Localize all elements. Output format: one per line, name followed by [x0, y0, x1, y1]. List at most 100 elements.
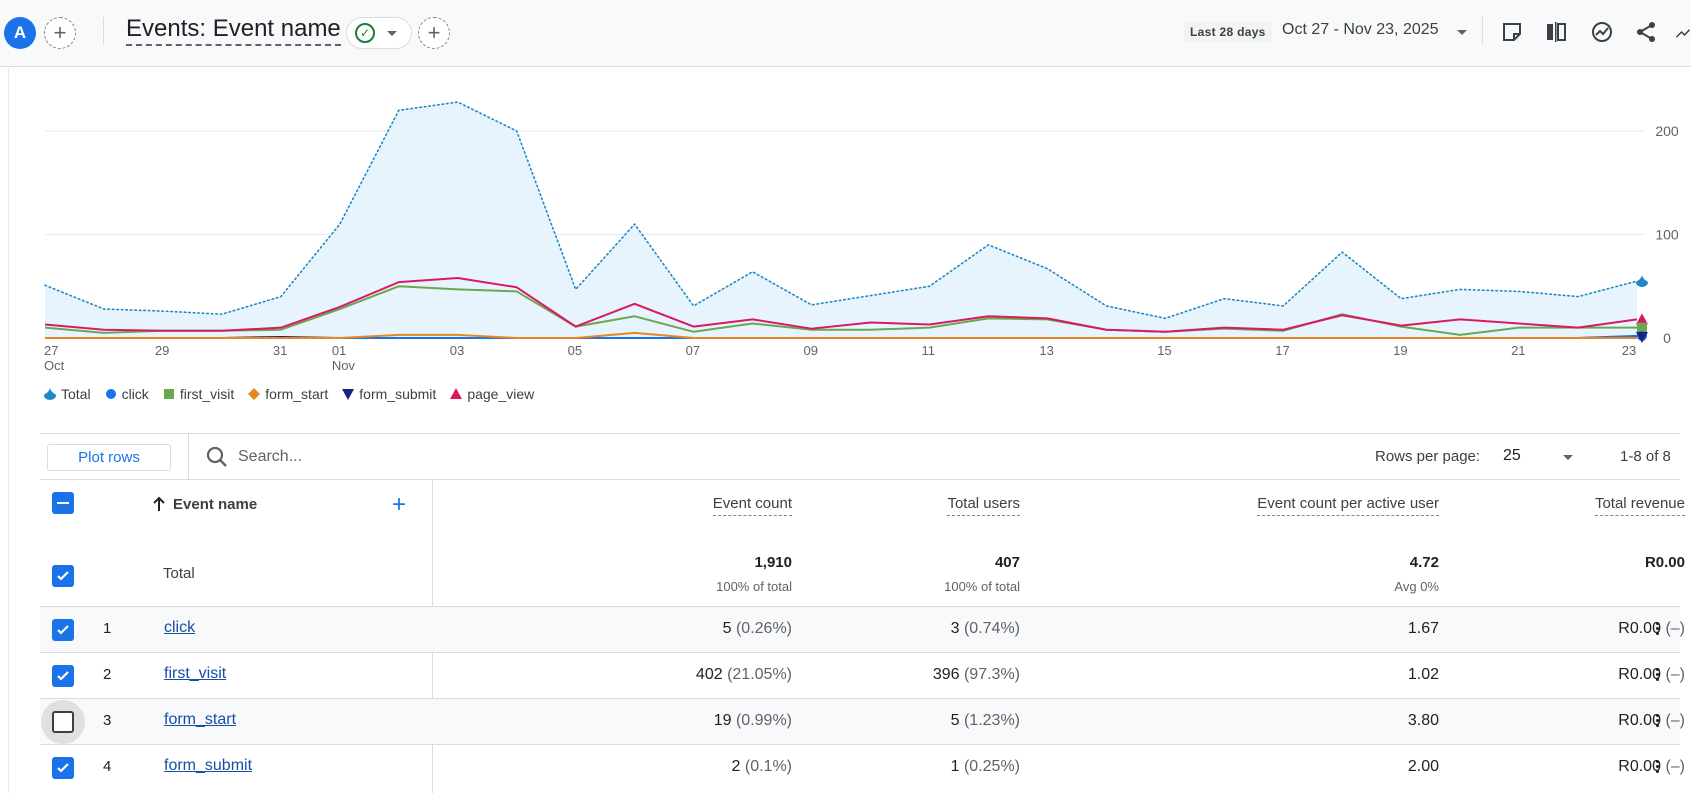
x-tick-label: 03	[450, 343, 464, 358]
legend-item[interactable]: Total	[44, 386, 91, 402]
event-count-percent: (21.05%)	[727, 666, 792, 683]
event-count-value: 2	[731, 758, 741, 775]
panel-edge	[8, 68, 9, 793]
page-title[interactable]: Events: Event name	[126, 15, 341, 46]
revenue-value: R0.00	[1618, 712, 1661, 729]
per-user-cell: 1.02	[1407, 666, 1439, 683]
table-row[interactable]: 2 first_visit 402 (21.05%) 396 (97.3%) 1…	[40, 652, 1685, 698]
add-dimension-button[interactable]: +	[392, 491, 407, 518]
series-end-marker[interactable]	[1636, 313, 1648, 325]
total-users-value: 3	[950, 620, 960, 637]
column-header-event-name[interactable]: Event name	[173, 496, 258, 513]
series-end-marker[interactable]	[1636, 331, 1648, 343]
event-name-link[interactable]: first_visit	[164, 665, 227, 682]
legend-item[interactable]: form_submit	[342, 386, 436, 402]
total-checkbox[interactable]	[52, 565, 74, 587]
add-filter-button[interactable]: +	[418, 17, 450, 49]
total-users-percent: (1.23%)	[963, 712, 1020, 729]
row-checkbox[interactable]	[52, 619, 74, 641]
total-per-user-sub: Avg 0%	[1394, 579, 1439, 594]
share-icon[interactable]	[1632, 18, 1660, 46]
x-tick-label: 09	[804, 343, 818, 358]
event-name-link[interactable]: click	[164, 619, 196, 636]
more-vert-icon[interactable]	[1656, 760, 1660, 773]
legend-item[interactable]: form_start	[248, 386, 328, 402]
event-count-cell: 5 (0.26%)	[723, 620, 792, 638]
event-count-value: 5	[722, 620, 732, 637]
select-all-checkbox[interactable]	[52, 492, 74, 514]
plot-rows-button[interactable]: Plot rows	[47, 444, 171, 471]
row-index: 1	[103, 620, 112, 637]
trend-icon[interactable]	[1675, 18, 1691, 46]
divider	[188, 434, 189, 480]
x-tick-label: 27	[44, 343, 58, 358]
total-per-user: 4.72	[1409, 554, 1439, 571]
revenue-value: R0.00	[1618, 620, 1661, 637]
compare-icon[interactable]	[1542, 18, 1570, 46]
revenue-cell: R0.00 (–)	[1618, 620, 1685, 638]
per-user-cell: 1.67	[1407, 620, 1439, 637]
more-vert-icon[interactable]	[1656, 714, 1660, 727]
column-header-event-count-per-user[interactable]: Event count per active user	[1257, 495, 1439, 516]
chevron-down-icon[interactable]	[1563, 455, 1573, 460]
row-index: 2	[103, 666, 112, 683]
event-count-cell: 19 (0.99%)	[714, 712, 792, 730]
row-index: 4	[103, 758, 112, 775]
legend-item[interactable]: first_visit	[163, 386, 234, 402]
avatar[interactable]: A	[4, 17, 36, 49]
revenue-value: R0.00	[1618, 758, 1661, 775]
column-header-event-count[interactable]: Event count	[712, 495, 792, 516]
column-header-total-users[interactable]: Total users	[947, 495, 1020, 516]
insights-icon[interactable]	[1588, 18, 1616, 46]
x-tick-label: 29	[155, 343, 169, 358]
rows-per-page-select[interactable]: 25	[1503, 447, 1521, 464]
triangle-up-icon	[450, 388, 463, 399]
table-row[interactable]: 3 form_start 19 (0.99%) 5 (1.23%) 3.80 R…	[40, 698, 1685, 744]
x-tick-label: 21	[1511, 343, 1525, 358]
more-vert-icon[interactable]	[1656, 622, 1660, 635]
total-users-cell: 396 (97.3%)	[933, 666, 1020, 684]
table-row[interactable]: 4 form_submit 2 (0.1%) 1 (0.25%) 2.00 R0…	[40, 744, 1685, 790]
event-count-cell: 2 (0.1%)	[732, 758, 792, 776]
revenue-percent: (–)	[1665, 620, 1685, 637]
event-name-link[interactable]: form_submit	[164, 757, 253, 774]
more-vert-icon[interactable]	[1656, 668, 1660, 681]
status-dropdown[interactable]: ✓	[346, 17, 412, 49]
legend-label: form_submit	[359, 386, 437, 402]
row-checkbox[interactable]	[52, 665, 74, 687]
sort-ascending-icon[interactable]	[152, 496, 166, 516]
total-users-percent: (0.25%)	[963, 758, 1020, 775]
series-end-marker[interactable]	[1636, 275, 1648, 288]
series-end-marker[interactable]	[1637, 322, 1647, 333]
x-tick-label: 17	[1275, 343, 1289, 358]
table-row[interactable]: 1 click 5 (0.26%) 3 (0.74%) 1.67 R0.00 (…	[40, 606, 1685, 652]
chevron-down-icon[interactable]	[1457, 30, 1467, 35]
revenue-percent: (–)	[1665, 712, 1685, 729]
legend-item[interactable]: page_view	[450, 386, 534, 402]
add-comparison-button[interactable]: +	[44, 17, 76, 49]
column-header-total-revenue[interactable]: Total revenue	[1594, 495, 1685, 516]
legend-label: click	[121, 386, 149, 402]
revenue-cell: R0.00 (–)	[1618, 712, 1685, 730]
total-users-value: 5	[950, 712, 960, 729]
row-index: 3	[103, 712, 112, 729]
diamond-icon	[248, 388, 261, 400]
search-input[interactable]	[238, 446, 538, 468]
divider	[1482, 17, 1483, 45]
revenue-percent: (–)	[1665, 758, 1685, 775]
y-tick-label: 200	[1655, 123, 1679, 139]
legend-label: Total	[61, 386, 91, 402]
plus-icon: +	[427, 20, 441, 45]
legend-label: form_start	[265, 386, 329, 402]
total-users-sub: 100% of total	[944, 579, 1020, 594]
row-checkbox[interactable]	[52, 757, 74, 779]
legend-item[interactable]: click	[105, 386, 149, 402]
event-name-link[interactable]: form_start	[164, 711, 237, 728]
notes-icon[interactable]	[1498, 18, 1526, 46]
table-header: Event name + Event count Total users Eve…	[40, 480, 1685, 606]
row-checkbox[interactable]	[52, 711, 74, 733]
top-bar: A + Events: Event name ✓ + Last 28 days …	[0, 0, 1691, 67]
date-range[interactable]: Oct 27 - Nov 23, 2025	[1282, 21, 1439, 38]
event-count-percent: (0.1%)	[744, 758, 792, 775]
total-event-count: 1,910	[754, 554, 792, 571]
